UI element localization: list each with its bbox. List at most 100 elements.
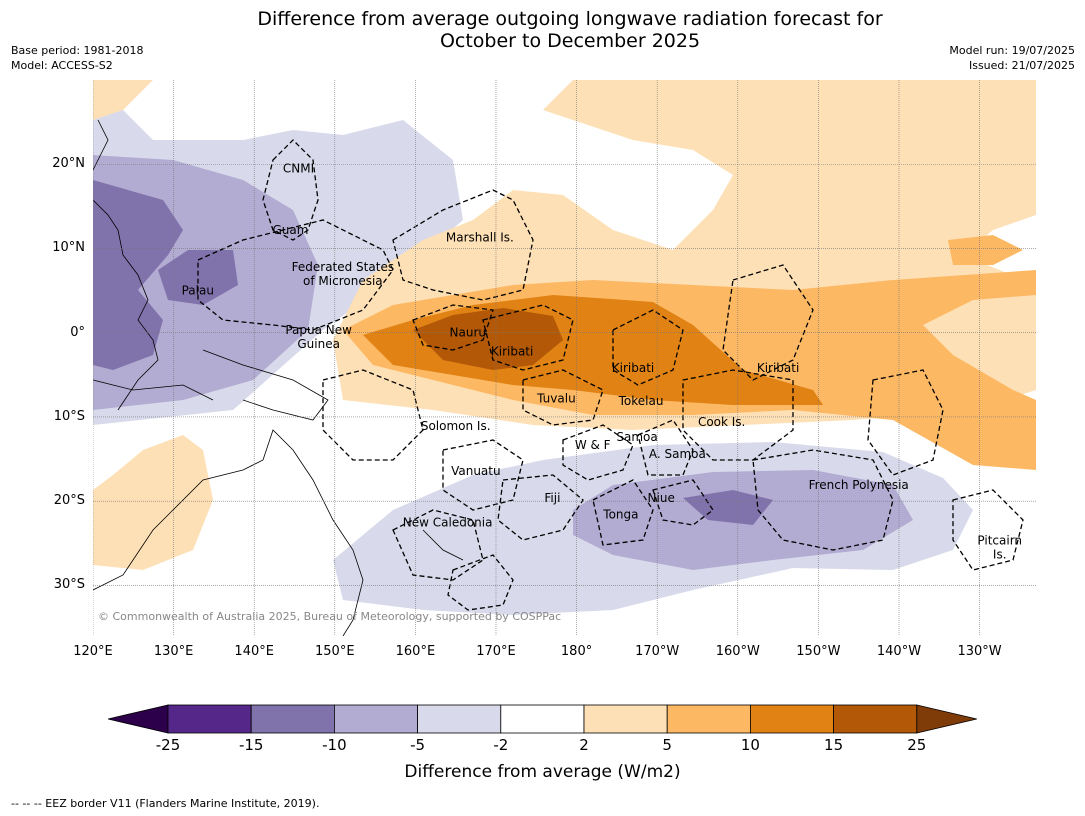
coast-new-guinea <box>202 349 329 421</box>
region-label: Tonga <box>602 508 638 522</box>
eez-norfolk <box>447 554 514 611</box>
header-left: Base period: 1981-2018 Model: ACCESS-S2 <box>11 43 143 73</box>
eez-solomon <box>322 369 424 461</box>
footnote: -- -- -- EEZ border V11 (Flanders Marine… <box>11 797 320 810</box>
anomaly-pos-light-australia <box>93 435 213 570</box>
region-label: Federated States of Micronesia <box>292 260 394 288</box>
longitude-tick-label: 160°W <box>715 644 760 659</box>
coastlines <box>93 119 464 636</box>
region-label: Guam <box>272 223 308 237</box>
anomaly-pos-darkest-nauru <box>413 308 563 370</box>
colorbar-tick-label: -25 <box>155 736 181 754</box>
coast-asia <box>93 119 109 171</box>
region-label: W & F <box>575 438 611 452</box>
region-label: Kiribati <box>757 361 799 375</box>
region-label: Vanuatu <box>451 464 501 478</box>
colorbar-segment <box>833 704 918 734</box>
anomaly-pos-light-ne <box>883 80 1036 100</box>
region-label: Cook Is. <box>698 415 745 429</box>
colorbar <box>108 704 977 734</box>
colorbar-title: Difference from average (W/m2) <box>404 762 681 782</box>
longitude-tick-label: 130°E <box>153 644 194 659</box>
issued-text: Issued: 21/07/2025 <box>968 59 1075 72</box>
coast-new-caledonia <box>422 529 464 561</box>
eez-tuvalu <box>522 369 604 426</box>
colorbar-segments <box>108 704 977 734</box>
map-title: Difference from average outgoing longwav… <box>257 8 883 52</box>
copyright-text: © Commonwealth of Australia 2025, Bureau… <box>98 610 561 623</box>
colorbar-tick-label: 2 <box>579 736 589 754</box>
eez-kiribati-central <box>612 309 684 386</box>
region-label: Papua New Guinea <box>285 323 352 351</box>
region-label: Kiribati <box>612 361 654 375</box>
anomaly-neg-dark-niue <box>683 490 773 525</box>
eez-cnmi <box>262 139 319 241</box>
region-label: Marshall Is. <box>446 231 514 245</box>
anomaly-pos-light-nw <box>93 80 153 120</box>
colorbar-tick-label: -2 <box>493 736 509 754</box>
longitude-tick-label: 120°E <box>73 644 113 659</box>
region-label: Niue <box>648 491 675 505</box>
region-label: Samoa <box>616 430 657 444</box>
longitude-tick-label: 150°W <box>796 644 841 659</box>
longitude-tick-label: 150°E <box>315 644 355 659</box>
colorbar-tick-label: 15 <box>824 736 844 754</box>
longitude-tick-label: 180° <box>560 644 593 659</box>
base-period-text: Base period: 1981-2018 <box>11 44 144 57</box>
colorbar-segment <box>583 704 668 734</box>
region-label: A. Samoa <box>649 447 706 461</box>
colorbar-segment <box>666 704 751 734</box>
anomaly-pos-medium-ne <box>948 235 1023 265</box>
latitude-tick-label: 30°S <box>53 577 85 593</box>
eez-vanuatu <box>442 439 524 511</box>
eez-kiribati-east <box>722 264 814 381</box>
colorbar-tick-label: -5 <box>410 736 426 754</box>
colorbar-segment <box>167 704 252 734</box>
region-label: Tuvalu <box>536 391 576 405</box>
eez-wallis-futuna <box>562 424 634 481</box>
longitude-tick-label: 160°E <box>395 644 436 659</box>
eez-pitcairn <box>952 489 1024 571</box>
eez-marshall <box>392 189 534 301</box>
colorbar-tick-label: -10 <box>322 736 347 754</box>
longitude-tick-label: 140°W <box>876 644 922 659</box>
region-label: New Caledonia <box>403 515 493 529</box>
region-label: Solomon Is. <box>421 419 491 433</box>
model-text: Model: ACCESS-S2 <box>11 59 113 72</box>
eez-fiji <box>497 474 584 541</box>
colorbar-tick-label: -15 <box>238 736 264 754</box>
eez-fsm <box>197 219 394 331</box>
latitude-tick-label: 0° <box>70 324 85 340</box>
colorbar-segment <box>750 704 835 734</box>
header-right: Model run: 19/07/2025 Issued: 21/07/2025 <box>949 43 1075 73</box>
region-label: Nauru <box>450 326 486 340</box>
region-labels: CNMI Guam Marshall Is. Federated States of M… <box>182 161 1022 561</box>
gridlines <box>93 80 1036 636</box>
eez-borders <box>197 139 1024 611</box>
colorbar-tick-label: 10 <box>740 736 760 754</box>
latitude-tick-label: 10°S <box>53 408 85 424</box>
model-run-text: Model run: 19/07/2025 <box>949 44 1075 57</box>
region-label: French Polynesia <box>809 478 909 492</box>
anomaly-fields <box>93 80 1036 615</box>
colorbar-segment <box>250 704 335 734</box>
eez-new-caledonia <box>392 509 484 581</box>
colorbar-segment <box>500 704 585 734</box>
eez-niue <box>652 479 714 526</box>
latitude-tick-label: 20°N <box>52 156 85 172</box>
coast-philippines <box>93 199 159 411</box>
region-label: Tokelau <box>618 394 664 408</box>
colorbar-low-extend <box>108 704 169 734</box>
eez-cook-islands <box>682 369 794 461</box>
anomaly-neg-dark-palau <box>158 250 238 305</box>
eez-french-polynesia-north <box>867 369 944 476</box>
colorbar-segment <box>333 704 418 734</box>
eez-kiribati-west <box>482 304 574 371</box>
latitude-tick-label: 10°N <box>52 240 85 256</box>
eez-nauru <box>412 304 494 351</box>
region-label: Kiribati <box>491 344 533 358</box>
region-label: Palau <box>182 284 214 298</box>
colorbar-tick-label: 5 <box>662 736 672 754</box>
colorbar-high-extend <box>916 704 977 734</box>
eez-tonga <box>592 479 654 546</box>
